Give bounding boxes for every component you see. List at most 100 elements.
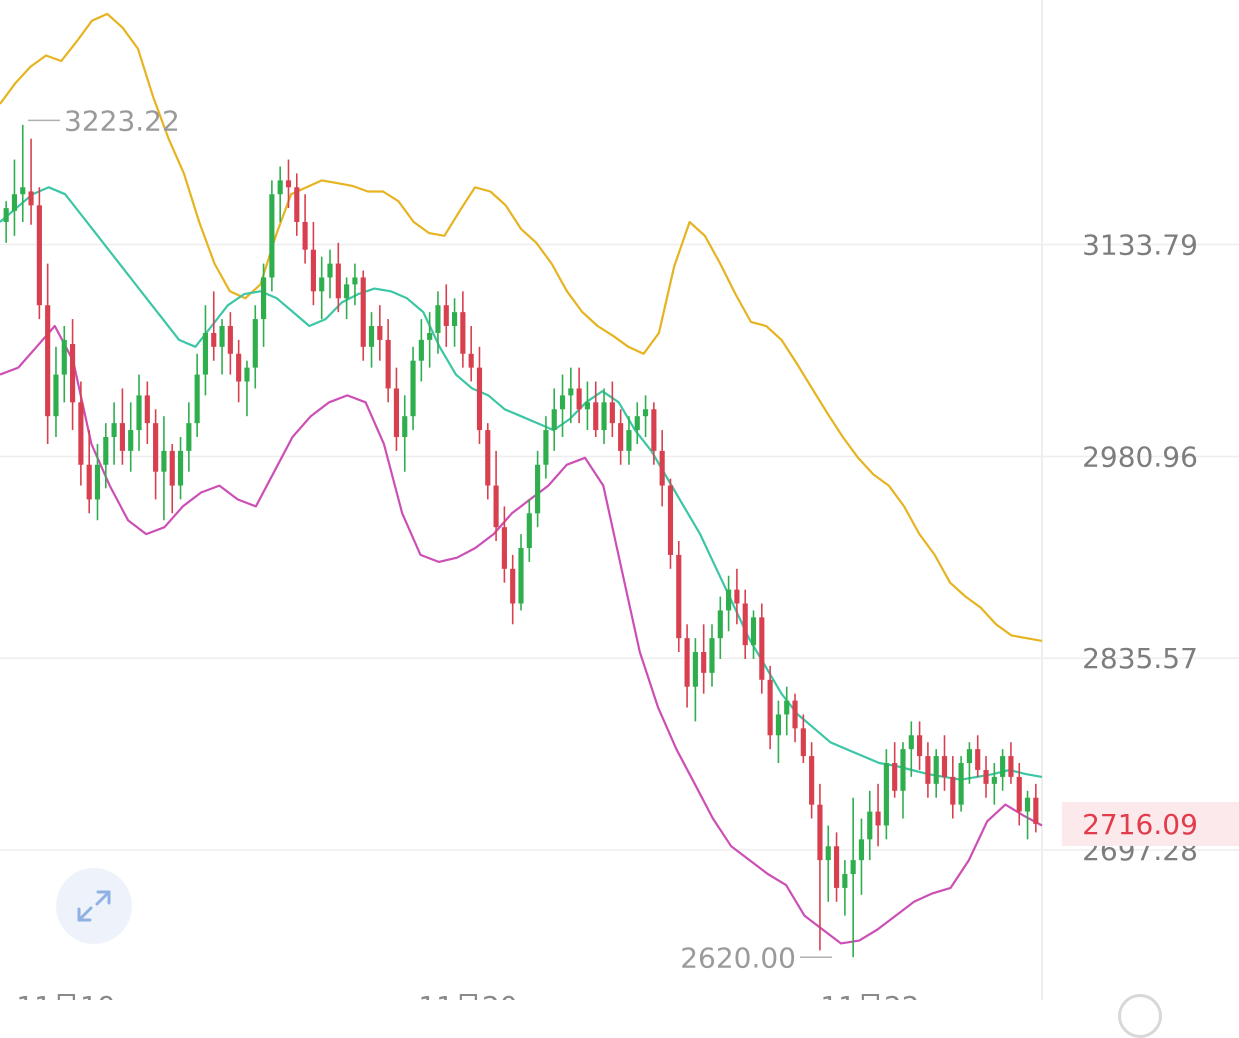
candle <box>950 756 956 819</box>
candle <box>1033 783 1039 833</box>
candle <box>535 450 541 528</box>
candle <box>294 173 300 236</box>
candle <box>377 305 383 361</box>
candle <box>103 423 109 489</box>
fullscreen-button[interactable] <box>56 868 132 944</box>
candle <box>169 443 175 514</box>
y-tick-label: 2835.57 <box>1082 642 1198 675</box>
upper-band-line <box>0 12 1043 642</box>
candle <box>991 763 997 805</box>
candle <box>468 326 474 382</box>
candles <box>3 124 1039 958</box>
candle <box>875 783 881 847</box>
candle <box>485 423 491 500</box>
candle <box>742 589 748 659</box>
candle <box>892 742 898 798</box>
candle <box>451 298 458 347</box>
candle <box>385 319 391 403</box>
candle <box>443 284 449 347</box>
candle <box>593 381 599 438</box>
candle <box>908 721 914 777</box>
candle <box>53 346 59 438</box>
candle <box>983 756 989 798</box>
candle <box>344 277 350 320</box>
candle <box>36 187 42 320</box>
candle <box>850 797 856 958</box>
candle <box>543 416 549 479</box>
candle <box>435 291 441 354</box>
candle <box>501 506 507 583</box>
candle <box>45 263 51 444</box>
candle <box>576 367 582 424</box>
candle <box>667 478 674 569</box>
candle <box>734 568 740 625</box>
candle <box>94 443 101 521</box>
expand-icon <box>77 890 111 922</box>
candle <box>202 305 209 396</box>
x-date-label: 11月22 <box>820 990 919 1000</box>
candle <box>402 395 408 472</box>
candle <box>11 159 18 236</box>
candle <box>1000 749 1006 791</box>
candle <box>709 624 715 687</box>
candle <box>418 319 424 382</box>
candle <box>410 346 416 431</box>
candle <box>559 374 566 438</box>
candle <box>302 194 308 264</box>
candle <box>177 437 184 500</box>
candle <box>269 180 275 292</box>
candle <box>792 693 798 743</box>
candle <box>310 221 316 306</box>
kline-chart[interactable]: 3133.79 2980.96 2835.57 2697.28 3223.22 2620.… <box>0 0 1239 1000</box>
candle <box>119 388 125 465</box>
candle <box>609 381 615 438</box>
candle <box>676 541 682 653</box>
y-tick-label: 2980.96 <box>1082 440 1198 473</box>
candle <box>128 402 134 472</box>
candle <box>360 270 366 361</box>
candle <box>800 714 806 764</box>
candle <box>568 367 574 424</box>
bollinger-bands <box>0 12 1043 945</box>
candle <box>252 305 258 389</box>
candle <box>767 665 773 750</box>
candle <box>227 312 233 375</box>
candle <box>584 381 591 431</box>
candle <box>833 832 840 902</box>
candle <box>261 263 267 347</box>
candle <box>941 735 948 791</box>
candle <box>335 242 341 313</box>
candle <box>784 686 790 736</box>
candle <box>368 312 375 368</box>
labels: 3133.792980.962835.572697.283223.222620.… <box>16 104 1239 1000</box>
candle <box>61 326 67 403</box>
candle <box>626 416 632 465</box>
candle <box>858 818 865 895</box>
settings-button[interactable] <box>1118 994 1162 1038</box>
candle <box>161 416 167 521</box>
candle <box>809 742 815 819</box>
candle <box>28 138 34 225</box>
candle <box>701 624 707 694</box>
candle <box>144 381 150 444</box>
current-price-label: 2716.09 <box>1082 808 1198 841</box>
candle <box>20 124 26 222</box>
candle <box>1008 742 1014 784</box>
candle <box>717 596 723 659</box>
lower-band-line <box>0 324 1043 945</box>
candle <box>726 575 732 632</box>
y-tick-label: 3133.79 <box>1082 228 1198 261</box>
candle <box>70 319 76 431</box>
candle <box>476 346 483 444</box>
low-marker-label: 2620.00 <box>680 941 796 974</box>
candle <box>618 409 624 465</box>
candle <box>219 319 225 375</box>
candle <box>601 388 607 444</box>
candle <box>750 610 757 659</box>
middle-band-line <box>0 186 1043 781</box>
candle <box>651 402 657 465</box>
chart-svg[interactable]: 3133.792980.962835.572697.283223.222620.… <box>0 0 1239 1000</box>
candle <box>111 402 117 465</box>
candle <box>825 825 831 902</box>
candle <box>917 721 923 770</box>
